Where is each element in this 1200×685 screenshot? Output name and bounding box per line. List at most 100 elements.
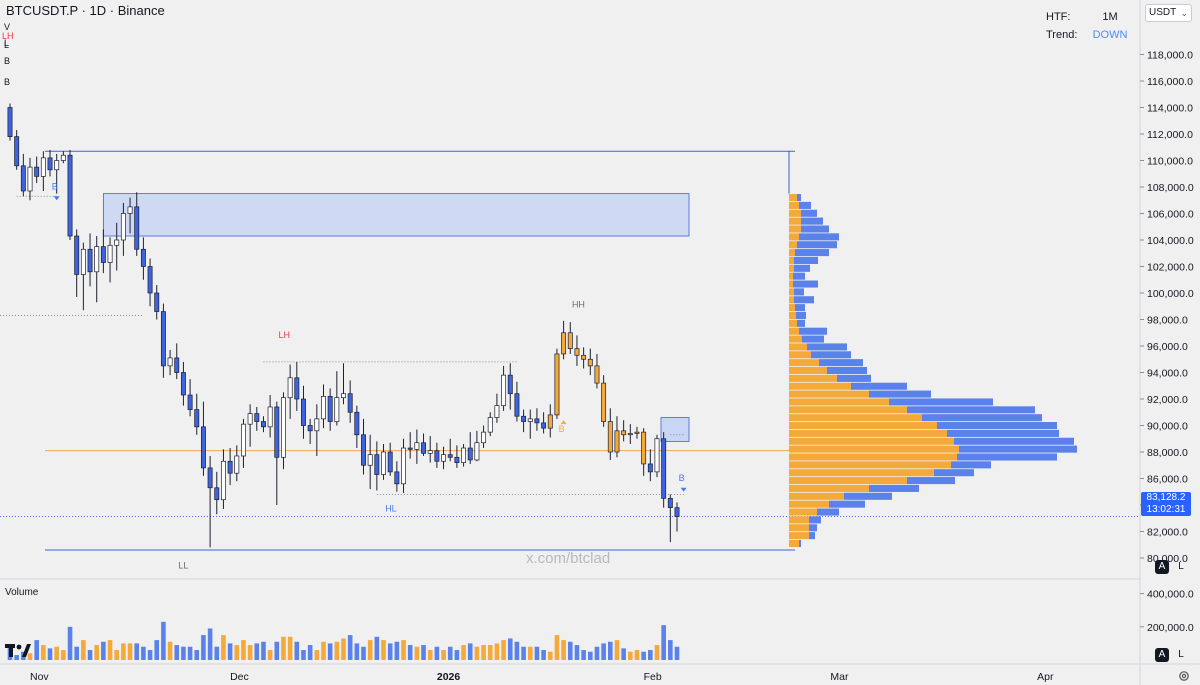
candle-body (474, 442, 480, 461)
profile-down-bar (827, 366, 867, 375)
candle-body (341, 393, 346, 399)
price-tick-label: 108,000.0 (1147, 182, 1194, 194)
price-tick-label: 100,000.0 (1147, 288, 1194, 300)
profile-up-bar (789, 296, 794, 304)
candle-body (447, 454, 453, 458)
volume-bar (101, 641, 106, 660)
candle-body (414, 442, 420, 450)
log-scale-button[interactable]: L (1178, 561, 1184, 572)
profile-down-bar (809, 524, 817, 532)
auto-scale-button[interactable]: A (1155, 560, 1169, 574)
volume-log-scale-button[interactable]: L (1178, 649, 1184, 660)
volume-bar (601, 643, 606, 660)
candle-body (507, 374, 513, 395)
price-tick-label: 118,000.0 (1147, 50, 1193, 62)
profile-down-bar (797, 241, 837, 249)
candle-body (581, 354, 587, 360)
candle-body (127, 206, 133, 214)
candle-body (321, 396, 326, 420)
candle-body (80, 248, 86, 275)
profile-down-bar (817, 508, 839, 516)
buy-marker-icon (560, 420, 567, 425)
volume-bar (567, 641, 573, 660)
candle-body (661, 438, 667, 499)
volume-bar (181, 646, 186, 660)
candle-body (187, 394, 193, 410)
structure-label-hh: HH (572, 300, 585, 310)
volume-bar (561, 640, 566, 660)
profile-down-bar (809, 516, 821, 524)
candle-body (334, 397, 340, 422)
price-tick-label: 114,000.0 (1147, 103, 1193, 115)
candle-body (354, 411, 360, 436)
candle-body (60, 154, 66, 161)
volume-bar (207, 628, 213, 660)
edge-label: B (4, 77, 10, 87)
profile-down-bar (889, 398, 993, 406)
price-tick-label: 116,000.0 (1147, 76, 1193, 88)
candle-body (514, 393, 520, 417)
htf-panel: HTF: 1M Trend: DOWN (1046, 8, 1130, 44)
candle-body (561, 332, 567, 355)
candle-body (367, 454, 373, 466)
volume-bar (261, 641, 266, 660)
volume-bar (461, 645, 466, 660)
candle-body (407, 447, 413, 450)
profile-down-bar (795, 249, 829, 257)
candle-body (594, 365, 600, 384)
candle-body (541, 422, 547, 429)
gear-icon[interactable] (1178, 670, 1190, 682)
volume-bar (107, 640, 113, 660)
currency-selector[interactable]: USDT ⌄ (1145, 4, 1192, 22)
profile-down-bar (851, 382, 907, 390)
profile-down-bar (809, 532, 815, 540)
candle-body (154, 292, 160, 312)
profile-down-bar (797, 194, 801, 202)
price-tick-label: 104,000.0 (1147, 235, 1194, 247)
candle-body (401, 447, 406, 485)
volume-bar (587, 651, 593, 660)
volume-bar (167, 641, 173, 660)
volume-bar (434, 646, 440, 660)
volume-bar (541, 650, 546, 660)
profile-down-bar (829, 500, 865, 508)
volume-bar (454, 650, 460, 660)
volume-bar (487, 645, 493, 660)
profile-up-bar (789, 422, 937, 430)
profile-down-bar (954, 437, 1074, 445)
volume-bar (34, 640, 39, 660)
profile-up-bar (789, 225, 801, 233)
price-tick-label: 82,000.0 (1147, 527, 1188, 539)
volume-bar (534, 646, 540, 660)
candle-body (261, 421, 266, 428)
volume-bar (507, 638, 513, 660)
volume-bar (674, 646, 680, 660)
candle-body (27, 166, 33, 192)
candle-body (381, 451, 386, 475)
volume-bar (141, 646, 146, 660)
supply-zone (102, 193, 690, 237)
candle-body (207, 467, 213, 489)
profile-up-bar (789, 508, 817, 516)
volume-bar (514, 641, 520, 660)
volume-bar (194, 650, 200, 660)
candle-body (180, 372, 186, 396)
volume-bar (381, 640, 386, 660)
last-price-value: 83,128.2 (1146, 492, 1186, 503)
last-price-tag: 83,128.2 13:02:31 (1141, 492, 1191, 516)
candle-body (220, 460, 226, 501)
volume-bar (581, 650, 586, 660)
candle-body (301, 398, 306, 426)
volume-tick-label: 200,000.0 (1147, 622, 1194, 634)
symbol-title[interactable]: BTCUSDT.P · 1D · Binance (6, 3, 165, 18)
volume-bar (294, 641, 300, 660)
volume-bar (87, 650, 93, 660)
candle-body (427, 450, 433, 454)
volume-bar (628, 651, 633, 660)
volume-auto-scale-button[interactable]: A (1155, 648, 1169, 662)
volume-bar (661, 625, 666, 660)
candle-body (134, 206, 140, 250)
profile-up-bar (789, 201, 799, 209)
